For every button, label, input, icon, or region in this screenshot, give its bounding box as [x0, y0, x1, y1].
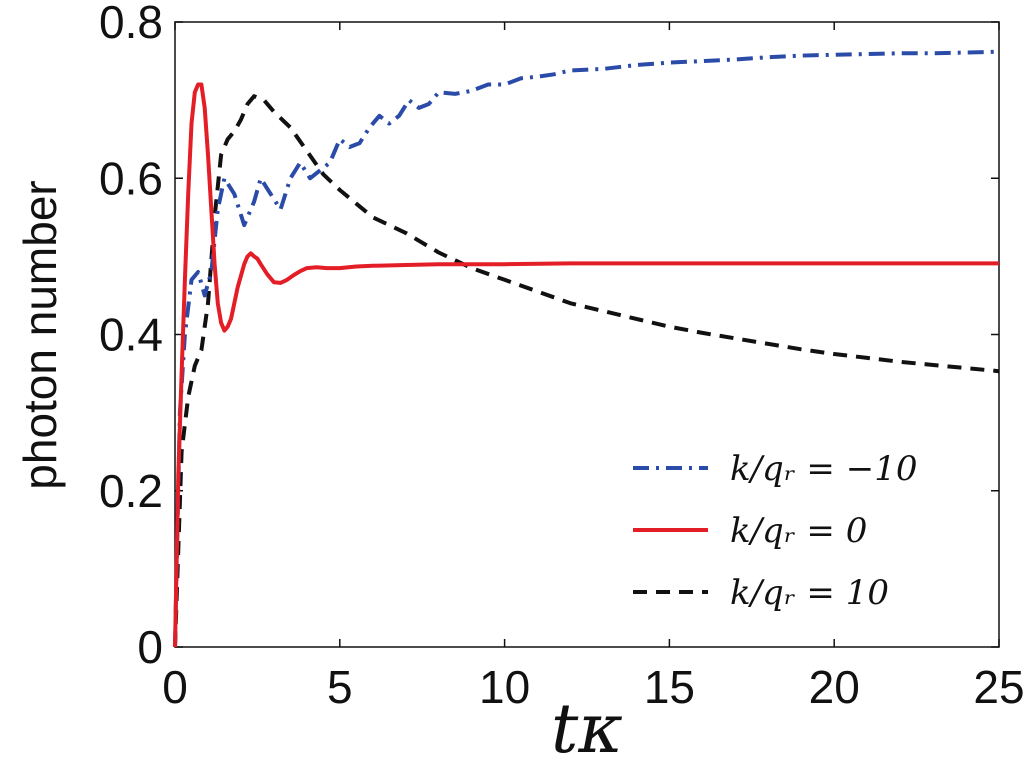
- y-tick-label: 0: [137, 621, 163, 673]
- legend: k/qᵣ = −10 k/qᵣ = 0 k/qᵣ = 10: [633, 449, 917, 613]
- x-tick-label: 5: [327, 661, 353, 713]
- x-tick-labels: 0 5 10 15 20 25: [162, 661, 1024, 713]
- y-axis-label: photon number: [14, 180, 66, 489]
- y-tick-labels: 0 0.2 0.4 0.6 0.8: [99, 0, 163, 673]
- legend-label-1: k/qᵣ = 0: [730, 511, 867, 551]
- x-tick-label: 0: [162, 661, 188, 713]
- legend-label-0: k/qᵣ = −10: [730, 449, 917, 489]
- y-tick-label: 0.8: [99, 0, 163, 48]
- y-tick-label: 0.6: [99, 152, 163, 204]
- x-axis-label: tκ: [551, 690, 623, 764]
- x-tick-label: 15: [644, 661, 695, 713]
- x-tick-label: 25: [973, 661, 1024, 713]
- series-line-1: [173, 82, 999, 648]
- legend-label-2: k/qᵣ = 10: [730, 573, 889, 613]
- plot-frame: [174, 21, 1000, 648]
- x-tick-label: 10: [479, 661, 530, 713]
- series-line-0: [173, 49, 1000, 648]
- y-tick-label: 0.2: [99, 465, 163, 517]
- series-lines: [173, 49, 1000, 648]
- x-tick-label: 20: [809, 661, 860, 713]
- axis-ticks: [174, 21, 1000, 648]
- y-tick-label: 0.4: [99, 309, 163, 361]
- series-line-2: [173, 94, 1000, 648]
